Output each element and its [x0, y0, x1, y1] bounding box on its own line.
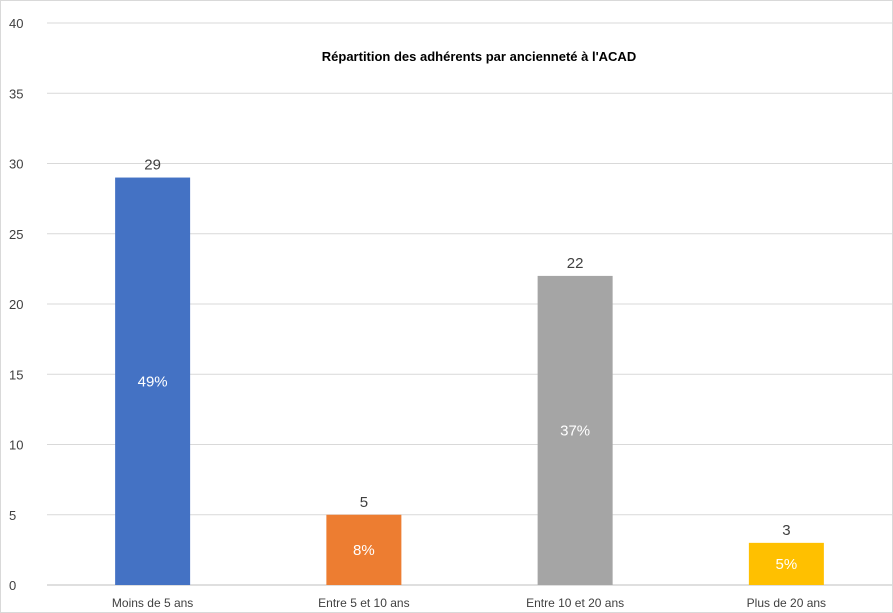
data-labels: 29 49% 5 8% 22 37% 3 5%	[138, 157, 798, 573]
x-category-label: Plus de 20 ans	[747, 596, 826, 610]
x-category-label: Entre 10 et 20 ans	[526, 596, 624, 610]
data-label-percent: 49%	[138, 373, 168, 390]
y-tick-label: 30	[9, 157, 23, 172]
data-label-value: 5	[360, 494, 368, 511]
y-tick-label: 25	[9, 227, 23, 242]
x-category-label: Moins de 5 ans	[112, 596, 193, 610]
data-label-percent: 5%	[776, 556, 798, 573]
y-tick-label: 35	[9, 86, 23, 101]
bar	[326, 514, 402, 585]
data-label-value: 3	[782, 522, 790, 539]
y-tick-label: 20	[9, 297, 23, 312]
y-tick-label: 40	[9, 16, 23, 31]
x-axis-categories: Moins de 5 ans Entre 5 et 10 ans Entre 10 …	[112, 596, 826, 610]
y-tick-label: 0	[9, 578, 16, 593]
data-label-value: 29	[144, 157, 161, 174]
bars	[115, 177, 824, 586]
data-label-percent: 8%	[353, 542, 375, 559]
bar	[748, 542, 824, 585]
chart-title: Répartition des adhérents par ancienneté…	[322, 49, 636, 64]
bar	[537, 275, 613, 585]
y-axis-ticks: 0 5 10 15 20 25 30 35 40	[9, 16, 23, 593]
x-category-label: Entre 5 et 10 ans	[318, 596, 409, 610]
y-tick-label: 5	[9, 508, 16, 523]
y-tick-label: 10	[9, 438, 23, 453]
bar	[115, 177, 191, 586]
data-label-value: 22	[567, 255, 584, 272]
y-tick-label: 15	[9, 367, 23, 382]
data-label-percent: 37%	[560, 422, 590, 439]
